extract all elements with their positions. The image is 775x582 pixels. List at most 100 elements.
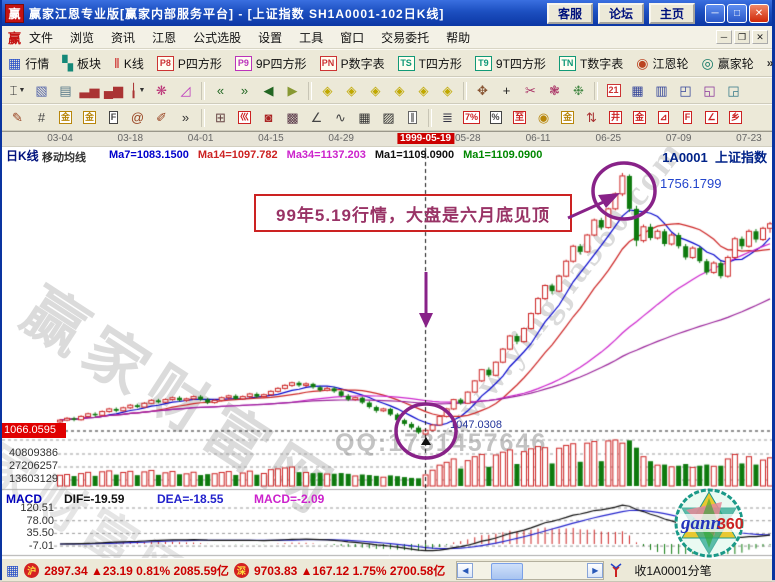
scrollbar-track[interactable] [473, 562, 587, 580]
gold-mark-icon[interactable]: 金 [628, 107, 651, 128]
gann-diamond-icon-5[interactable]: ◈ [412, 80, 435, 101]
menu-item-窗口[interactable]: 窗口 [340, 30, 365, 45]
toolbar-item-sectors[interactable]: ▚ 板块 [62, 55, 101, 72]
fib-ext-icon[interactable]: F [676, 107, 699, 128]
calculator-icon[interactable]: ▦ [626, 80, 649, 101]
well-grid-icon[interactable]: 井 [604, 107, 627, 128]
spiral-icon[interactable]: @ [126, 107, 149, 128]
angle-line-icon[interactable]: ∠ [305, 107, 328, 128]
grid-tool-icon[interactable]: # [30, 107, 53, 128]
menu-item-设置[interactable]: 设置 [258, 30, 283, 45]
toolbar-item-winner-wheel[interactable]: ◎ 赢家轮 [702, 55, 754, 72]
child-close-button[interactable]: ✕ [752, 30, 768, 44]
menu-item-资讯[interactable]: 资讯 [111, 30, 136, 45]
gann-diamond-icon-6[interactable]: ◈ [436, 80, 459, 101]
link-icon[interactable]: ◲ [722, 80, 745, 101]
menu-item-文件[interactable]: 文件 [29, 30, 54, 45]
scroll-left-button[interactable]: ◀ [457, 562, 474, 578]
menu-item-浏览[interactable]: 浏览 [70, 30, 95, 45]
move-right-icon[interactable]: ▶ [281, 80, 304, 101]
menu-item-江恩[interactable]: 江恩 [152, 30, 177, 45]
toolbar-item-t-number[interactable]: TN T数字表 [558, 55, 623, 72]
move-left-icon[interactable]: ◀ [257, 80, 280, 101]
percent-icon[interactable]: % [484, 107, 507, 128]
forum-button[interactable]: 论坛 [597, 2, 644, 24]
gann-square-icon[interactable]: ◙ [257, 107, 280, 128]
gann-diamond-icon-3[interactable]: ◈ [364, 80, 387, 101]
macd-label: MACD [6, 492, 42, 506]
toolbar-item-gann-wheel[interactable]: ◉ 江恩轮 [636, 55, 688, 72]
frame-tool-icon[interactable]: ⊞ [209, 107, 232, 128]
updown-icon[interactable]: ⇅ [580, 107, 603, 128]
gann-diamond-icon-1[interactable]: ◈ [316, 80, 339, 101]
toolbar-item-label: P数字表 [340, 56, 385, 71]
service-button[interactable]: 客服 [546, 2, 593, 24]
gann-diamond-icon-2[interactable]: ◈ [340, 80, 363, 101]
fan-lines-icon[interactable]: 巛 [233, 107, 256, 128]
ma-value-4: Ma1=1109.0900 [463, 149, 543, 161]
toolbar-item-p-number[interactable]: PN P数字表 [319, 55, 385, 72]
percent7-icon[interactable]: 7% [460, 107, 483, 128]
toolbar-overflow-chevron[interactable]: » [766, 56, 774, 70]
clip-icon[interactable]: ✂ [519, 80, 542, 101]
horizontal-scrollbar[interactable]: ◀ ▶ [456, 560, 605, 580]
fibonacci-icon[interactable]: F [102, 107, 125, 128]
extreme-tool-icon[interactable]: 至 [508, 107, 531, 128]
quote-grid-icon[interactable]: ▦ [6, 561, 20, 578]
calendar-icon[interactable]: 21 [602, 80, 625, 101]
child-minimize-button[interactable]: ─ [716, 30, 732, 44]
child-restore-button[interactable]: ❐ [734, 30, 750, 44]
scrollbar-thumb[interactable] [491, 562, 524, 580]
homepage-button[interactable]: 主页 [648, 2, 695, 24]
menu-item-交易委托[interactable]: 交易委托 [381, 30, 430, 45]
info-panel-icon[interactable]: ▤ [54, 80, 77, 101]
matrix2-tool-icon[interactable]: ▨ [377, 107, 400, 128]
draw-overflow-chevron[interactable]: » [174, 107, 197, 128]
gann-diamond-icon-4[interactable]: ◈ [388, 80, 411, 101]
toolbar-item-p-square[interactable]: P8 P四方形 [156, 55, 222, 72]
toolbar-item-quotes-table[interactable]: ▦ 行情 [8, 55, 49, 72]
zoom-window-icon[interactable]: ▧ [30, 80, 53, 101]
last-screen-icon[interactable]: » [233, 80, 256, 101]
wave-tool-icon[interactable]: ∿ [329, 107, 352, 128]
minute-bars3-icon[interactable]: ▃▅ [78, 80, 101, 101]
gann360-logo: gann 360 [674, 488, 744, 558]
close-button[interactable]: ✕ [749, 3, 769, 23]
waves3-icon[interactable]: 乡 [724, 107, 747, 128]
delta-icon[interactable]: ⊿ [652, 107, 675, 128]
golden-section-icon[interactable]: 金 [78, 107, 101, 128]
report-icon[interactable]: ▥ [650, 80, 673, 101]
gann-box-icon[interactable]: ❋ [150, 80, 173, 101]
rose-tool-icon[interactable]: ❃ [543, 80, 566, 101]
gold-wheel-icon[interactable]: ◉ [532, 107, 555, 128]
parallel-lines-icon[interactable]: ∥ [401, 107, 424, 128]
menu-item-工具[interactable]: 工具 [299, 30, 324, 45]
toolbar-item-kline[interactable]: ‖ K线 [114, 55, 144, 72]
menu-item-帮助[interactable]: 帮助 [446, 30, 471, 45]
gold-line-icon[interactable]: 金 [556, 107, 579, 128]
menu-item-公式选股[interactable]: 公式选股 [193, 30, 242, 45]
matrix-tool-icon[interactable]: ▦ [353, 107, 376, 128]
kline-period-icon[interactable]: ⌶ ▼ [6, 80, 29, 101]
export-icon[interactable]: ◱ [698, 80, 721, 101]
candle-style-icon[interactable]: ╽ ▼ [126, 80, 149, 101]
maximize-button[interactable]: □ [727, 3, 747, 23]
crosshair-icon[interactable]: + [495, 80, 518, 101]
angle2-icon[interactable]: ∠ [700, 107, 723, 128]
web-tool-icon[interactable]: ❉ [567, 80, 590, 101]
marker-icon[interactable]: ✐ [150, 107, 173, 128]
minimize-button[interactable]: ─ [705, 3, 725, 23]
scroll-right-button[interactable]: ▶ [587, 562, 604, 578]
pan-hand-icon[interactable]: ✥ [471, 80, 494, 101]
shaded-grid-icon[interactable]: ▩ [281, 107, 304, 128]
first-screen-icon[interactable]: « [209, 80, 232, 101]
levels-tool-icon[interactable]: ≣ [436, 107, 459, 128]
golden-grid-icon[interactable]: 金 [54, 107, 77, 128]
toolbar-item-p9-square[interactable]: P9 9P四方形 [234, 55, 307, 72]
pencil-tool-icon[interactable]: ✎ [6, 107, 29, 128]
toolbar-item-t9-square[interactable]: T9 9T四方形 [474, 55, 546, 72]
minute-bars9-icon[interactable]: ▄▆ [102, 80, 125, 101]
toolbar-item-t-square[interactable]: TS T四方形 [397, 55, 462, 72]
save-icon[interactable]: ◰ [674, 80, 697, 101]
color-trend-icon[interactable]: ◿ [174, 80, 197, 101]
